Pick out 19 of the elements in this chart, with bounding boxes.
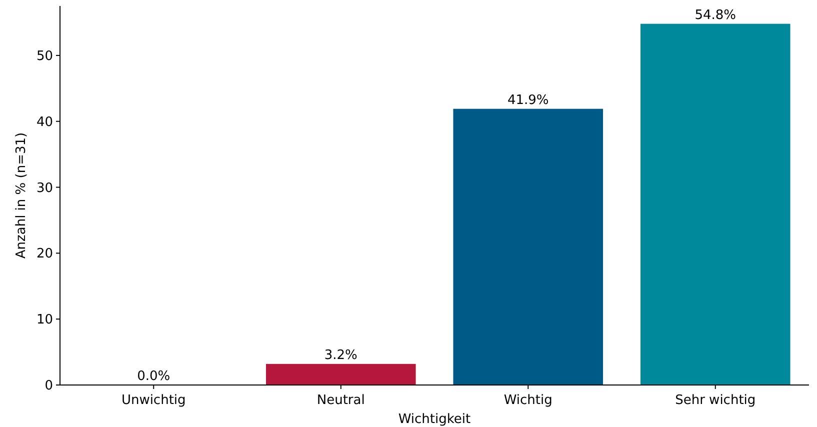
bar: [266, 364, 416, 385]
x-tick-label: Sehr wichtig: [675, 393, 756, 408]
data-label: 41.9%: [507, 92, 549, 108]
data-label: 3.2%: [324, 348, 358, 363]
bar: [640, 24, 790, 385]
data-label: 0.0%: [137, 369, 170, 384]
x-tick-label: Neutral: [316, 393, 365, 408]
y-axis-title: Anzahl in % (n=31): [14, 132, 29, 259]
y-tick-label: 30: [36, 180, 53, 196]
y-tick-label: 20: [36, 246, 53, 262]
y-tick-label: 0: [44, 378, 53, 394]
y-tick-label: 10: [36, 312, 53, 328]
y-tick-label: 50: [36, 48, 53, 64]
data-label: 54.8%: [694, 8, 736, 23]
x-axis-title: Wichtigkeit: [398, 412, 471, 427]
x-tick-label: Wichtig: [504, 393, 552, 408]
bar: [453, 108, 604, 385]
y-tick-label: 40: [36, 114, 53, 130]
x-tick-label: Unwichtig: [121, 393, 186, 408]
